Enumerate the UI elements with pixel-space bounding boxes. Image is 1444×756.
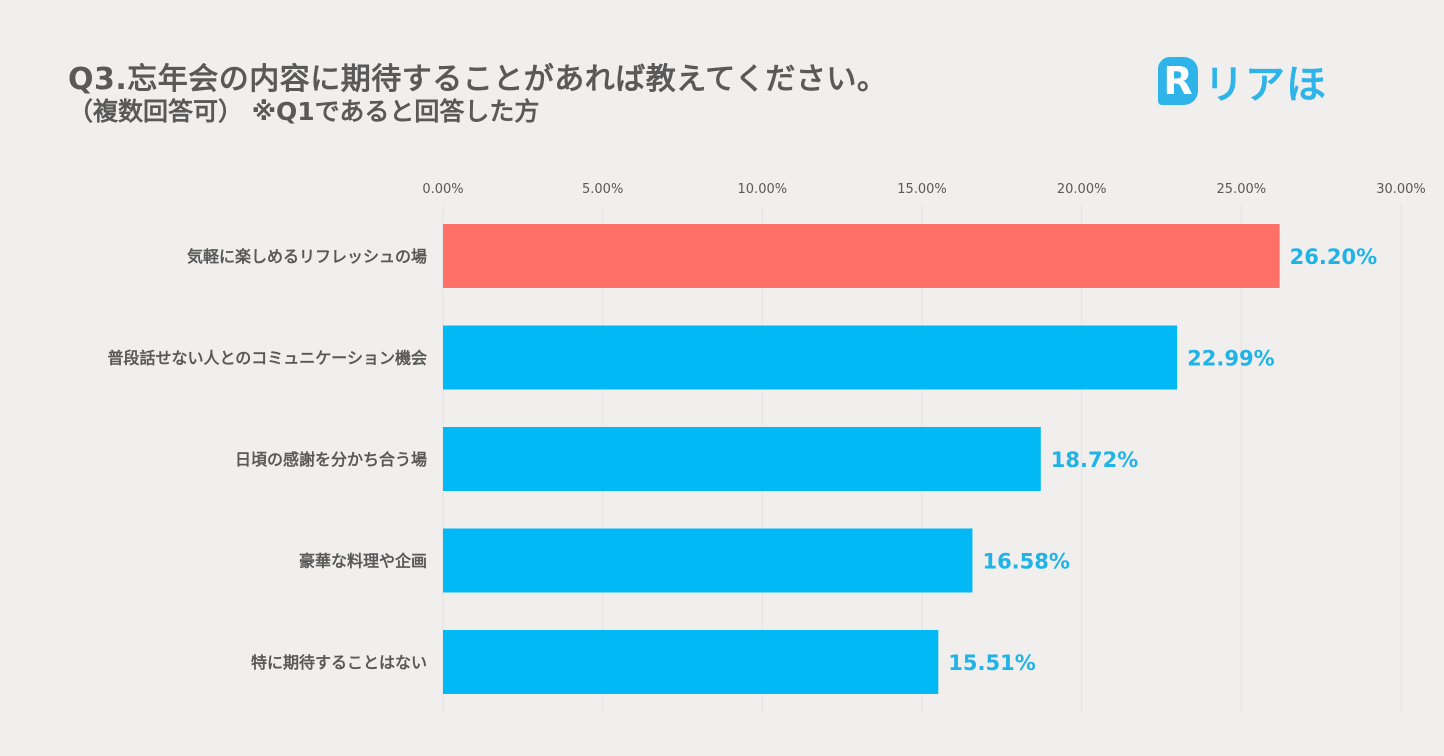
- data-label: 16.58%: [982, 550, 1069, 574]
- x-tick-label: 20.00%: [1057, 182, 1107, 197]
- bar: [443, 630, 939, 694]
- x-tick-label: 0.00%: [422, 182, 463, 197]
- x-tick-label: 15.00%: [897, 182, 947, 197]
- bar: [443, 427, 1041, 491]
- category-label: 特に期待することはない: [251, 653, 427, 672]
- data-label: 18.72%: [1051, 448, 1138, 472]
- x-tick-label: 5.00%: [582, 182, 623, 197]
- category-label: 普段話せない人とのコミュニケーション機会: [107, 349, 427, 368]
- brand-logo-text: リアほ: [1204, 62, 1327, 108]
- category-label: 日頃の感謝を分かち合う場: [235, 450, 427, 469]
- x-tick-label: 30.00%: [1376, 182, 1426, 197]
- bar: [443, 325, 1178, 390]
- speech-bubble-r-logo-icon: R: [1158, 57, 1198, 105]
- x-tick-label: 25.00%: [1217, 182, 1267, 197]
- brand-logo: R リアほ: [1158, 56, 1327, 108]
- data-label: 15.51%: [948, 651, 1035, 675]
- category-label: 豪華な料理や企画: [299, 552, 427, 571]
- x-tick-label: 10.00%: [738, 182, 788, 197]
- data-label: 26.20%: [1290, 245, 1377, 269]
- chart-subtitle: （複数回答可） ※Q1であると回答した方: [68, 97, 540, 126]
- category-label: 気軽に楽しめるリフレッシュの場: [187, 247, 427, 266]
- data-label: 22.99%: [1187, 347, 1274, 371]
- bar: [443, 528, 973, 593]
- bar: [443, 224, 1280, 288]
- chart-title: Q3.忘年会の内容に期待することがあれば教えてください。: [68, 62, 888, 97]
